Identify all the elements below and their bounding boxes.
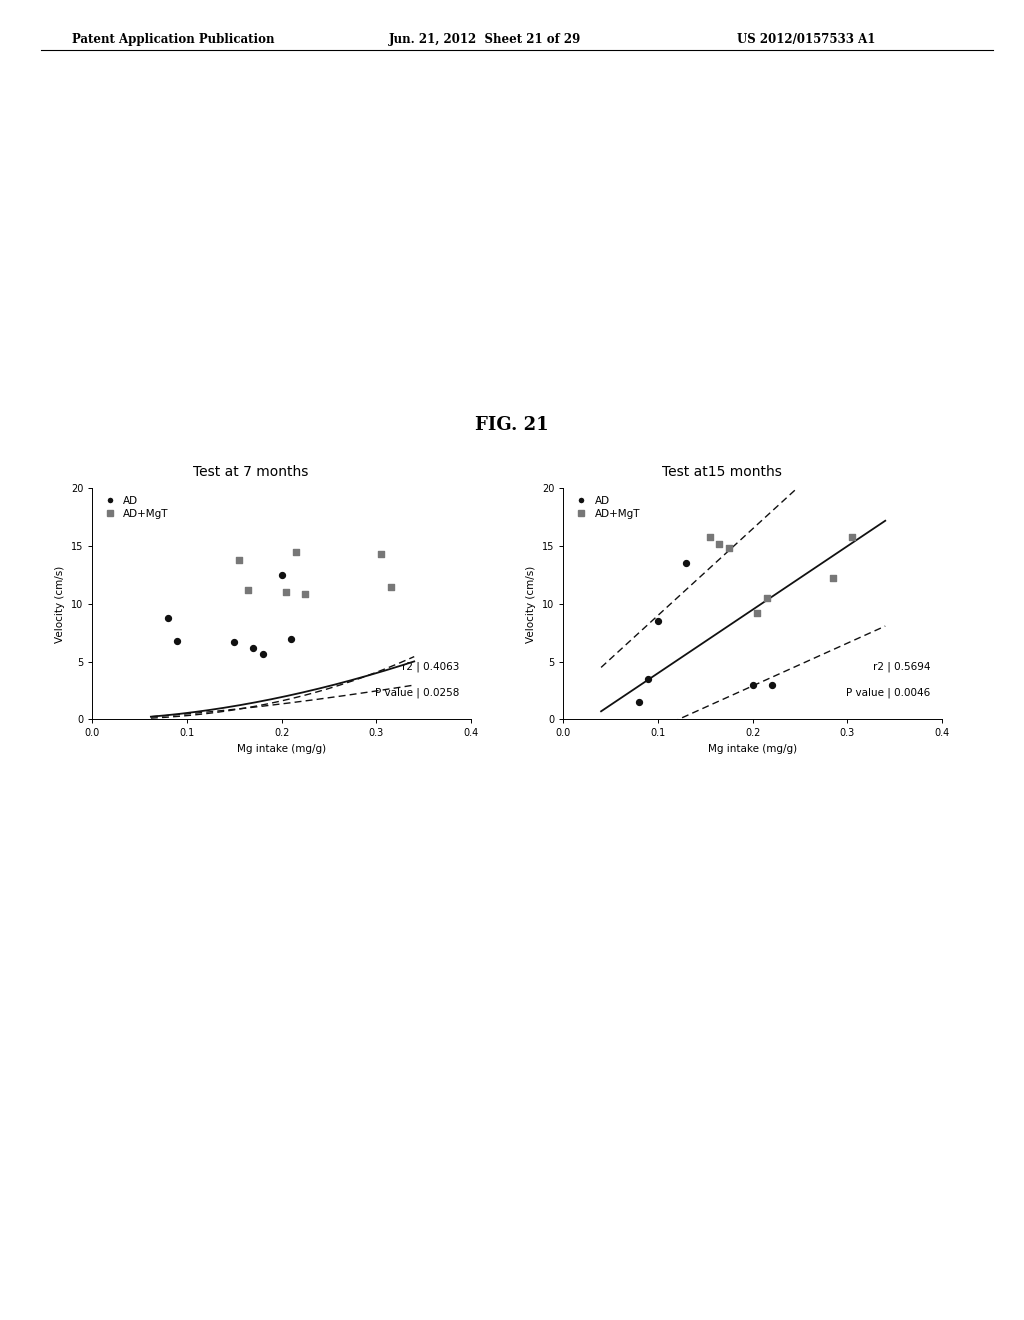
Point (678, 553, 694, 574)
Point (712, 533, 728, 554)
Point (382, 576, 398, 597)
Point (721, 539, 737, 560)
Point (744, 675, 761, 696)
Point (283, 628, 299, 649)
Point (650, 611, 667, 632)
Point (373, 544, 389, 565)
Text: US 2012/0157533 A1: US 2012/0157533 A1 (737, 33, 876, 46)
X-axis label: Mg intake (mg/g): Mg intake (mg/g) (708, 744, 798, 754)
Point (844, 527, 860, 548)
Text: r2 | 0.5694: r2 | 0.5694 (873, 661, 931, 672)
Point (273, 565, 290, 586)
Point (288, 541, 304, 562)
Text: P value | 0.0046: P value | 0.0046 (847, 686, 931, 697)
Text: Test at15 months: Test at15 months (662, 465, 782, 479)
Y-axis label: Velocity (cm/s): Velocity (cm/s) (526, 565, 537, 643)
Point (245, 638, 261, 659)
Point (764, 675, 780, 696)
Text: r2 | 0.4063: r2 | 0.4063 (402, 661, 460, 672)
X-axis label: Mg intake (mg/g): Mg intake (mg/g) (237, 744, 327, 754)
Point (169, 631, 185, 652)
Text: FIG. 21: FIG. 21 (475, 416, 549, 434)
Text: P value | 0.0258: P value | 0.0258 (376, 686, 460, 697)
Point (825, 568, 842, 589)
Legend: AD, AD+MgT: AD, AD+MgT (568, 494, 642, 521)
Point (254, 643, 270, 664)
Point (279, 582, 295, 603)
Point (241, 579, 257, 601)
Point (701, 527, 718, 548)
Text: Test at 7 months: Test at 7 months (194, 465, 308, 479)
Point (640, 668, 656, 689)
Point (226, 631, 243, 652)
Point (160, 607, 176, 628)
Y-axis label: Velocity (cm/s): Velocity (cm/s) (55, 565, 66, 643)
Legend: AD, AD+MgT: AD, AD+MgT (97, 494, 171, 521)
Text: Patent Application Publication: Patent Application Publication (72, 33, 274, 46)
Point (759, 587, 775, 609)
Text: Jun. 21, 2012  Sheet 21 of 29: Jun. 21, 2012 Sheet 21 of 29 (389, 33, 582, 46)
Point (631, 692, 647, 713)
Point (297, 583, 313, 605)
Point (230, 549, 247, 570)
Point (750, 602, 766, 624)
